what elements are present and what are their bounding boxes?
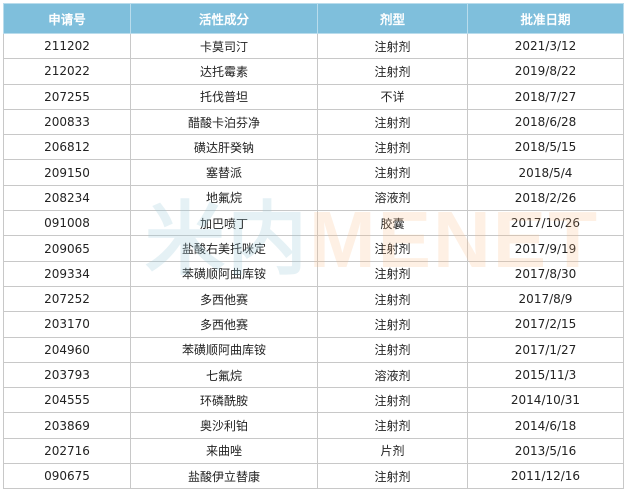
cell-approval-date: 2021/3/12 — [467, 32, 624, 60]
cell-dosage-form: 注射剂 — [317, 108, 468, 136]
cell-active-ingredient: 奥沙利铂 — [130, 412, 318, 439]
cell-application-number: 091008 — [3, 210, 131, 237]
cell-active-ingredient: 盐酸伊立替康 — [130, 463, 318, 489]
cell-active-ingredient: 盐酸右美托咪定 — [130, 235, 318, 262]
cell-dosage-form: 注射剂 — [317, 134, 468, 161]
cell-application-number: 212022 — [3, 58, 131, 85]
cell-dosage-form: 溶液剂 — [317, 361, 468, 389]
cell-application-number: 203793 — [3, 361, 131, 389]
cell-application-number: 204960 — [3, 336, 131, 363]
cell-application-number: 211202 — [3, 32, 131, 60]
cell-application-number: 204555 — [3, 387, 131, 414]
cell-application-number: 209334 — [3, 260, 131, 287]
cell-active-ingredient: 卡莫司汀 — [130, 32, 318, 60]
cell-approval-date: 2018/5/15 — [467, 134, 624, 161]
cell-approval-date: 2018/2/26 — [467, 184, 624, 212]
table-row: 209334 苯磺顺阿曲库铵 注射剂 2017/8/30 — [3, 260, 624, 287]
cell-active-ingredient: 托伐普坦 — [130, 83, 318, 110]
cell-application-number: 200833 — [3, 108, 131, 136]
cell-dosage-form: 溶液剂 — [317, 184, 468, 212]
cell-approval-date: 2011/12/16 — [467, 463, 624, 489]
cell-approval-date: 2013/5/16 — [467, 437, 624, 465]
table-row: 207252 多西他赛 注射剂 2017/8/9 — [3, 285, 624, 313]
cell-dosage-form: 注射剂 — [317, 58, 468, 85]
table-row: 209065 盐酸右美托咪定 注射剂 2017/9/19 — [3, 235, 624, 262]
cell-active-ingredient: 多西他赛 — [130, 285, 318, 313]
cell-approval-date: 2017/2/15 — [467, 311, 624, 338]
cell-active-ingredient: 醋酸卡泊芬净 — [130, 108, 318, 136]
cell-dosage-form: 注射剂 — [317, 235, 468, 262]
cell-active-ingredient: 七氟烷 — [130, 361, 318, 389]
cell-active-ingredient: 磺达肝癸钠 — [130, 134, 318, 161]
cell-application-number: 209065 — [3, 235, 131, 262]
cell-application-number: 090675 — [3, 463, 131, 489]
table-row: 206812 磺达肝癸钠 注射剂 2018/5/15 — [3, 134, 624, 161]
cell-approval-date: 2014/6/18 — [467, 412, 624, 439]
cell-dosage-form: 注射剂 — [317, 336, 468, 363]
cell-approval-date: 2015/11/3 — [467, 361, 624, 389]
cell-application-number: 206812 — [3, 134, 131, 161]
cell-approval-date: 2017/8/9 — [467, 285, 624, 313]
drug-approval-table: 申请号 活性成分 剂型 批准日期 211202 卡莫司汀 注射剂 2021/3/12 2… — [3, 3, 624, 489]
cell-application-number: 202716 — [3, 437, 131, 465]
cell-active-ingredient: 来曲唑 — [130, 437, 318, 465]
cell-active-ingredient: 地氟烷 — [130, 184, 318, 212]
cell-active-ingredient: 苯磺顺阿曲库铵 — [130, 260, 318, 287]
table-row: 200833 醋酸卡泊芬净 注射剂 2018/6/28 — [3, 108, 624, 136]
table-row: 202716 来曲唑 片剂 2013/5/16 — [3, 437, 624, 465]
table-row: 203170 多西他赛 注射剂 2017/2/15 — [3, 311, 624, 338]
table-row: 090675 盐酸伊立替康 注射剂 2011/12/16 — [3, 463, 624, 489]
table-row: 203869 奥沙利铂 注射剂 2014/6/18 — [3, 412, 624, 439]
cell-dosage-form: 注射剂 — [317, 412, 468, 439]
cell-approval-date: 2017/10/26 — [467, 210, 624, 237]
table-row: 207255 托伐普坦 不详 2018/7/27 — [3, 83, 624, 110]
header-active-ingredient: 活性成分 — [130, 3, 318, 34]
cell-active-ingredient: 加巴喷丁 — [130, 210, 318, 237]
cell-dosage-form: 注射剂 — [317, 32, 468, 60]
cell-active-ingredient: 环磷酰胺 — [130, 387, 318, 414]
cell-application-number: 207252 — [3, 285, 131, 313]
cell-dosage-form: 注射剂 — [317, 387, 468, 414]
table-row: 204555 环磷酰胺 注射剂 2014/10/31 — [3, 387, 624, 414]
cell-application-number: 203170 — [3, 311, 131, 338]
cell-approval-date: 2017/1/27 — [467, 336, 624, 363]
cell-approval-date: 2018/7/27 — [467, 83, 624, 110]
cell-active-ingredient: 苯磺顺阿曲库铵 — [130, 336, 318, 363]
cell-active-ingredient: 达托霉素 — [130, 58, 318, 85]
cell-approval-date: 2014/10/31 — [467, 387, 624, 414]
table-row: 091008 加巴喷丁 胶囊 2017/10/26 — [3, 210, 624, 237]
cell-approval-date: 2018/6/28 — [467, 108, 624, 136]
cell-dosage-form: 不详 — [317, 83, 468, 110]
cell-approval-date: 2018/5/4 — [467, 159, 624, 186]
cell-active-ingredient: 多西他赛 — [130, 311, 318, 338]
header-row: 申请号 活性成分 剂型 批准日期 — [3, 3, 624, 34]
header-approval-date: 批准日期 — [467, 3, 624, 34]
cell-dosage-form: 注射剂 — [317, 260, 468, 287]
table-row: 211202 卡莫司汀 注射剂 2021/3/12 — [3, 32, 624, 60]
table-row: 204960 苯磺顺阿曲库铵 注射剂 2017/1/27 — [3, 336, 624, 363]
cell-dosage-form: 注射剂 — [317, 159, 468, 186]
cell-approval-date: 2019/8/22 — [467, 58, 624, 85]
cell-application-number: 203869 — [3, 412, 131, 439]
cell-dosage-form: 注射剂 — [317, 285, 468, 313]
cell-approval-date: 2017/8/30 — [467, 260, 624, 287]
cell-application-number: 209150 — [3, 159, 131, 186]
table-row: 203793 七氟烷 溶液剂 2015/11/3 — [3, 361, 624, 389]
cell-active-ingredient: 塞替派 — [130, 159, 318, 186]
cell-dosage-form: 胶囊 — [317, 210, 468, 237]
table-row: 209150 塞替派 注射剂 2018/5/4 — [3, 159, 624, 186]
header-dosage-form: 剂型 — [317, 3, 468, 34]
cell-dosage-form: 注射剂 — [317, 463, 468, 489]
cell-dosage-form: 片剂 — [317, 437, 468, 465]
header-application-number: 申请号 — [3, 3, 131, 34]
table-row: 212022 达托霉素 注射剂 2019/8/22 — [3, 58, 624, 85]
cell-approval-date: 2017/9/19 — [467, 235, 624, 262]
cell-application-number: 208234 — [3, 184, 131, 212]
cell-dosage-form: 注射剂 — [317, 311, 468, 338]
table-row: 208234 地氟烷 溶液剂 2018/2/26 — [3, 184, 624, 212]
cell-application-number: 207255 — [3, 83, 131, 110]
